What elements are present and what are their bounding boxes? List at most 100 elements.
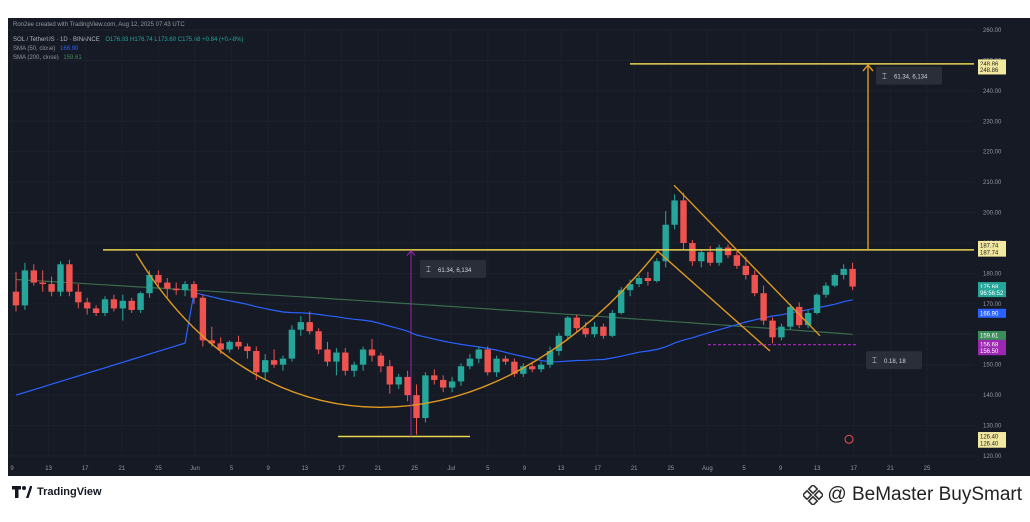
candle-up xyxy=(448,381,456,388)
candle-up xyxy=(475,349,482,359)
x-tick-label: 17 xyxy=(82,466,89,472)
candle-up xyxy=(822,285,830,295)
target-measure-arrowhead xyxy=(862,63,874,72)
candle-down xyxy=(680,200,687,243)
candle-down xyxy=(48,284,55,292)
price-tag-label: 126.40 xyxy=(980,441,999,447)
candle-down xyxy=(689,243,696,262)
candle-up xyxy=(555,335,563,352)
x-tick-label: 25 xyxy=(155,466,162,472)
y-tick-label: 240.00 xyxy=(983,89,1002,95)
candle-up xyxy=(57,264,64,292)
x-tick-label: 25 xyxy=(667,466,674,472)
support-measure-label: 0.18, 18 xyxy=(884,359,906,365)
target-measure-icon: ⌶ xyxy=(882,72,887,81)
tradingview-logo-icon xyxy=(12,486,32,498)
candle-up xyxy=(840,268,847,275)
price-tag-label: 126.40 xyxy=(980,435,999,441)
candle-down xyxy=(377,355,385,367)
tradingview-logo-text: TradingView xyxy=(37,486,102,498)
candle-down xyxy=(208,340,215,344)
chart-panel[interactable]: Ron2ee created with TradingView.com, Aug… xyxy=(8,18,1030,476)
sma50-line xyxy=(15,291,853,396)
candle-down xyxy=(413,395,420,418)
y-tick-label: 130.00 xyxy=(983,424,1002,430)
sma200-label: SMA (200, close) xyxy=(13,55,59,61)
candle-down xyxy=(502,358,509,362)
candle-down xyxy=(431,375,438,380)
price-tag xyxy=(978,330,1006,340)
price-tag-label: 187.74 xyxy=(980,244,999,250)
candle-up xyxy=(831,274,838,286)
price-chart[interactable]: 120.00130.00140.00150.00160.00170.00180.… xyxy=(8,18,1030,476)
x-tick-label: 13 xyxy=(301,466,308,472)
candle-up xyxy=(137,293,144,310)
sma50-legend: SMA (50, close) 166.90 xyxy=(13,46,78,52)
candle-down xyxy=(315,331,322,350)
x-tick-label: 9 xyxy=(10,466,14,472)
candle-down xyxy=(235,341,242,347)
support-measure-box xyxy=(866,351,922,370)
candle-down xyxy=(484,349,491,373)
candle-up xyxy=(609,312,616,336)
tradingview-logo: TradingView xyxy=(12,486,102,498)
sma50-value: 166.90 xyxy=(60,46,79,52)
candle-down xyxy=(30,270,37,283)
price-tag xyxy=(978,288,1006,298)
candle-up xyxy=(804,312,812,326)
x-tick-label: 9 xyxy=(779,466,783,472)
candle-down xyxy=(751,274,758,294)
candle-up xyxy=(119,300,126,309)
candle-up xyxy=(351,364,358,371)
candle-up xyxy=(813,294,821,313)
price-tag-label: 175.68 xyxy=(980,285,999,291)
handle-upper-line xyxy=(673,184,821,337)
candle-down xyxy=(190,284,198,298)
candle-up xyxy=(715,247,723,263)
candle-down xyxy=(600,326,607,336)
candle-down xyxy=(199,297,207,341)
candle-down xyxy=(849,268,856,287)
sma200-legend: SMA (200, close) 159.61 xyxy=(13,55,82,61)
target-measure-box xyxy=(876,66,942,85)
y-tick-label: 210.00 xyxy=(983,180,1002,186)
candle-up xyxy=(698,252,705,262)
candle-down xyxy=(12,291,20,306)
candle-down xyxy=(173,288,180,291)
sma200-line xyxy=(15,278,853,335)
y-tick-label: 200.00 xyxy=(983,211,1002,217)
x-tick-label: 17 xyxy=(338,466,345,472)
price-tag xyxy=(978,346,1006,356)
chart-credit: Ron2ee created with TradingView.com, Aug… xyxy=(13,22,185,28)
candle-down xyxy=(110,299,118,309)
sma200-value: 159.61 xyxy=(63,55,82,61)
candle-up xyxy=(778,326,785,338)
candle-down xyxy=(760,293,767,321)
candle-up xyxy=(181,284,189,291)
price-tag-label: 248.86 xyxy=(980,62,999,68)
price-tag xyxy=(978,240,1006,250)
depth-measure-box xyxy=(420,259,486,278)
candle-down xyxy=(573,317,580,329)
x-tick-label: 21 xyxy=(887,466,894,472)
candle-down xyxy=(217,343,224,350)
x-tick-label: 21 xyxy=(118,466,125,472)
candle-down xyxy=(511,361,518,374)
candle-up xyxy=(546,351,554,365)
candle-up xyxy=(279,358,287,365)
candle-up xyxy=(422,375,429,418)
candle-down xyxy=(84,302,91,309)
price-tag-label: 156.50 xyxy=(980,349,999,355)
symbol-line: SOL / TetherUS · 1D · BINANCE O176.83 H1… xyxy=(13,37,243,43)
x-tick-label: Aug xyxy=(702,466,713,472)
candle-up xyxy=(626,284,634,291)
y-tick-label: 260.00 xyxy=(983,28,1002,34)
x-tick-label: 17 xyxy=(594,466,601,472)
candle-down xyxy=(733,255,741,266)
candle-up xyxy=(493,358,500,373)
x-tick-label: 13 xyxy=(45,466,52,472)
cup-curve xyxy=(135,250,659,409)
watermark: @ BeMaster BuySmart xyxy=(803,484,1022,506)
x-tick-label: 5 xyxy=(742,466,746,472)
candle-down xyxy=(270,360,278,365)
